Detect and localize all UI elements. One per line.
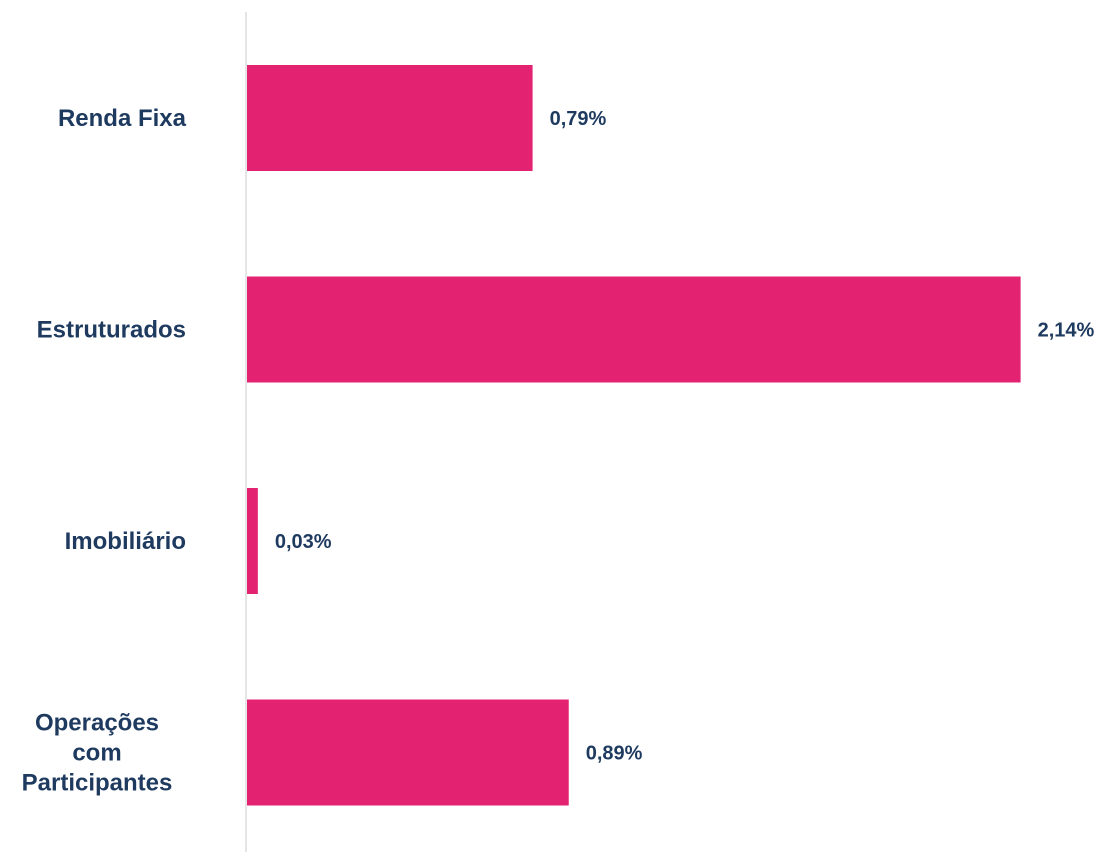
bar-2: [247, 488, 258, 594]
category-label-line: Operações: [35, 710, 159, 737]
value-label-0: 0,79%: [550, 108, 607, 130]
bars-layer: [247, 65, 1021, 806]
bar-3: [247, 699, 569, 806]
category-label-3: Operações com Participantes: [22, 710, 173, 797]
value-label-2: 0,03%: [275, 531, 332, 553]
labels-layer: 0,79% Renda Fixa 2,14% Estruturados 0,03% Imo…: [22, 105, 1095, 797]
value-label-1: 2,14%: [1038, 320, 1095, 342]
category-label-line: com: [72, 740, 121, 767]
category-label-1: Estruturados: [37, 317, 186, 344]
category-label-line: Renda Fixa: [58, 105, 187, 132]
bar-0: [247, 65, 533, 171]
category-label-2: Imobiliário: [65, 528, 186, 555]
category-label-line: Participantes: [22, 770, 173, 797]
bar-1: [247, 276, 1021, 383]
category-label-line: Imobiliário: [65, 528, 186, 555]
category-label-line: Estruturados: [37, 317, 186, 344]
category-label-0: Renda Fixa: [58, 105, 187, 132]
value-label-3: 0,89%: [586, 743, 643, 765]
